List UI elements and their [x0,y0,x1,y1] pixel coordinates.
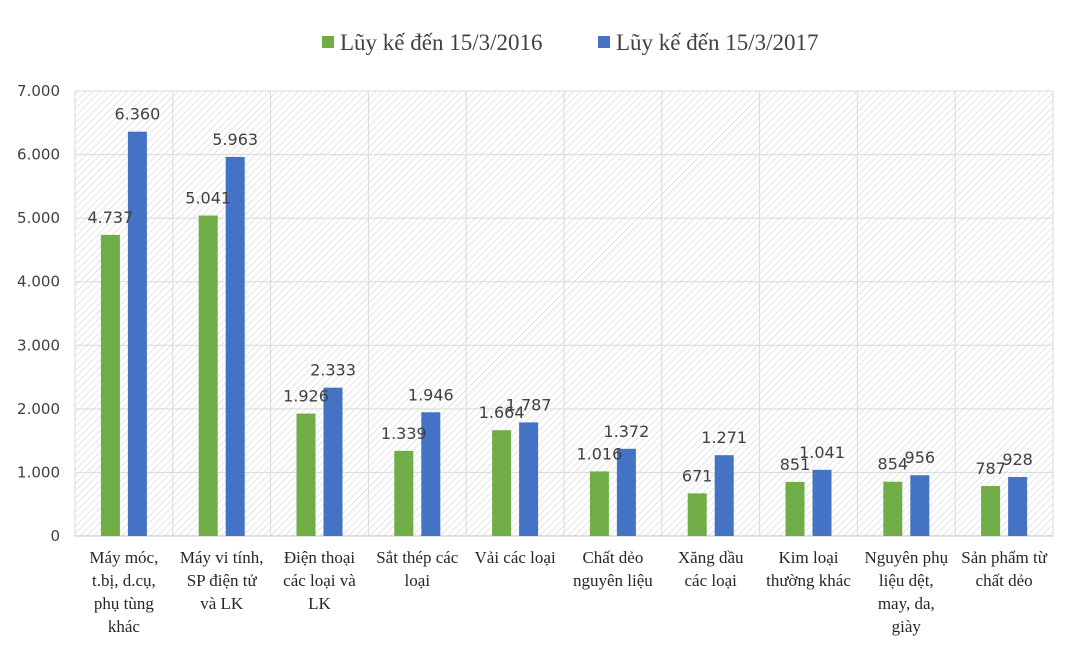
data-label: 2.333 [310,361,356,380]
category-label: Kim loại [779,548,839,567]
bar-2017 [225,156,245,536]
category-label: giày [892,617,922,636]
bar-2016 [100,234,120,537]
category-label: các loại và [283,571,356,590]
y-tick-label: 0 [50,527,60,545]
bar-2017 [616,448,636,536]
legend-swatch [322,36,334,48]
bar-2016 [296,413,316,536]
data-label: 928 [1002,450,1033,469]
category-label: Điện thoại [284,548,356,567]
category-label: loại [405,571,431,590]
category-label: chất dẻo [976,571,1033,590]
data-label: 4.737 [87,208,133,227]
bar-2016 [785,481,805,536]
data-label: 956 [905,448,936,467]
bar-2017 [127,131,147,536]
category-label: Xăng dầu [678,548,744,567]
bar-2017 [519,422,539,536]
bar-2017 [812,469,832,536]
y-tick-label: 3.000 [17,336,60,354]
category-label: Sắt thép các [376,548,459,567]
category-label: thường khác [766,571,851,590]
category-label: và LK [200,594,244,613]
legend: Lũy kế đến 15/3/2016 Lũy kế đến 15/3/2017 [322,30,819,55]
bar-2017 [910,475,930,536]
category-label: liệu dệt, [879,571,934,590]
legend-label: Lũy kế đến 15/3/2017 [616,30,819,55]
y-tick-label: 2.000 [17,400,60,418]
category-label: Chất dẻo [582,548,643,567]
bar-2016 [687,493,707,536]
data-label: 1.926 [283,387,329,406]
data-label: 5.963 [212,130,258,149]
legend-label: Lũy kế đến 15/3/2016 [340,30,543,55]
y-tick-label: 4.000 [17,273,60,291]
category-label: Vải các loại [475,548,556,567]
data-label: 1.372 [603,422,649,441]
data-label: 787 [975,459,1006,478]
y-tick-label: 1.000 [17,463,60,481]
category-label: Máy vi tính, [180,548,264,567]
data-label: 1.946 [408,385,454,404]
category-label: Sản phẩm từ [961,548,1047,567]
data-label: 1.016 [576,444,622,463]
data-label: 851 [780,455,811,474]
data-label: 854 [878,455,909,474]
bar-2016 [981,485,1001,536]
x-axis-categories: Máy móc, t.bị, d.cụ, phụ tùng khác Máy vi tí… [89,548,1047,636]
data-label: 671 [682,466,713,485]
bars [100,131,1028,537]
data-label: 1.339 [381,424,427,443]
y-axis: 0 1.000 2.000 3.000 4.000 5.000 6.000 7.000 [17,82,60,545]
data-label: 1.787 [506,395,552,414]
category-label: khác [108,617,141,636]
category-label: SP điện tử [187,571,258,590]
data-label: 1.664 [479,403,525,422]
data-label: 1.271 [701,428,747,447]
y-tick-label: 5.000 [17,209,60,227]
data-label: 1.041 [799,443,845,462]
data-label: 5.041 [185,189,231,208]
bar-2016 [394,450,414,536]
category-label: phụ tùng [94,594,154,613]
bar-2016 [492,430,512,536]
category-label: Máy móc, [89,548,158,567]
bar-2016 [198,215,218,536]
y-tick-label: 7.000 [17,82,60,100]
category-label: Nguyên phụ [865,548,949,567]
bar-2017 [1008,477,1028,536]
bar-2016 [883,481,903,536]
y-tick-label: 6.000 [17,146,60,164]
bar-2017 [421,412,441,536]
bar-2017 [323,387,343,536]
bar-2017 [714,455,734,536]
category-label: các loại [685,571,738,590]
category-label: LK [308,594,331,613]
data-label: 6.360 [114,105,160,124]
category-label: t.bị, d.cụ, [92,571,156,590]
bar-2016 [589,471,609,536]
data-labels: 4.737 6.360 5.041 5.963 1.926 2.333 1.339 1.946… [87,105,1032,486]
legend-swatch [598,36,610,48]
category-label: nguyên liệu [573,571,653,590]
category-label: may, da, [878,594,935,613]
